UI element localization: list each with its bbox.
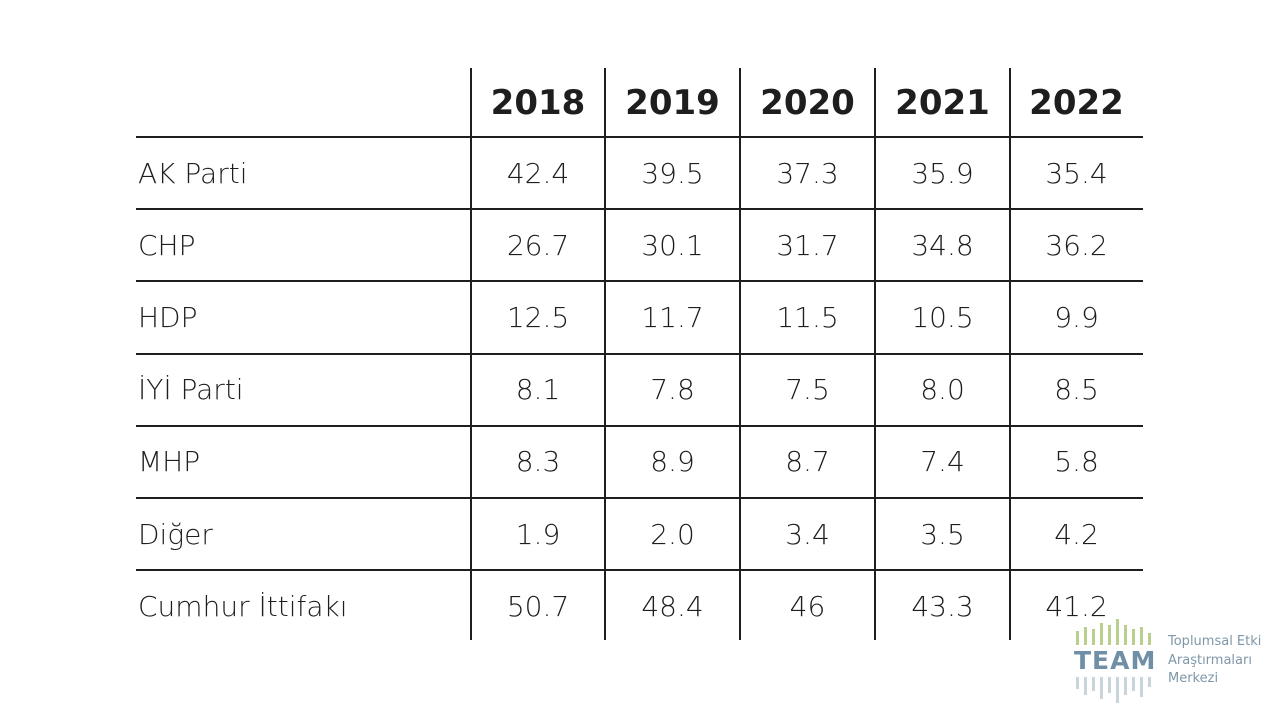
row-line <box>136 136 1143 138</box>
cell-value: 11.7 <box>641 300 704 334</box>
cell-value: 43.3 <box>911 589 974 623</box>
column-line <box>874 68 876 641</box>
cell-value: 11.5 <box>776 300 839 334</box>
row-line <box>136 208 1143 211</box>
row-label: CHP <box>138 228 196 262</box>
cell-value: 10.5 <box>911 300 974 334</box>
cell-value: 12.5 <box>506 300 570 334</box>
column-header: 2019 <box>625 82 720 123</box>
cell-value: 35.9 <box>911 156 974 190</box>
cell-value: 3.4 <box>785 517 830 551</box>
cell-value: 1.9 <box>515 517 561 551</box>
cell-value: 39.5 <box>641 156 704 190</box>
row-label: İYİ Parti <box>138 373 244 407</box>
cell-value: 31.7 <box>776 228 839 262</box>
cell-value: 34.8 <box>911 228 974 262</box>
row-line <box>136 497 1143 499</box>
row-label: AK Parti <box>138 156 248 190</box>
column-header: 2020 <box>760 82 855 123</box>
row-line <box>136 424 1143 427</box>
row-label: MHP <box>138 445 201 479</box>
cell-value: 30.1 <box>641 228 704 262</box>
cell-value: 8.7 <box>785 445 830 479</box>
row-line <box>136 569 1143 572</box>
column-header: 2022 <box>1029 82 1124 123</box>
column-header: 2018 <box>490 82 586 123</box>
cell-value: 48.4 <box>641 589 704 623</box>
cell-value: 8.0 <box>920 373 965 407</box>
cell-value: 8.3 <box>515 445 561 479</box>
cell-value: 42.4 <box>506 156 570 190</box>
column-line <box>470 68 472 641</box>
cell-value: 37.3 <box>776 156 839 190</box>
cell-value: 46 <box>789 589 826 623</box>
cell-value: 35.4 <box>1045 156 1108 190</box>
logo-bars <box>1076 619 1151 703</box>
cell-value: 8.1 <box>515 373 561 407</box>
cell-value: 36.2 <box>1045 228 1108 262</box>
logo-line: Toplumsal Etki <box>1168 634 1262 649</box>
row-label: Diğer <box>138 517 213 551</box>
cell-value: 2.0 <box>650 517 695 551</box>
logo-line: Merkezi <box>1168 671 1219 686</box>
logo-line: Araştırmaları <box>1168 652 1252 668</box>
row-label: HDP <box>138 300 198 334</box>
cell-value: 7.5 <box>785 373 830 407</box>
cell-value: 7.4 <box>920 445 965 479</box>
logo-name: TEAM <box>1074 646 1157 675</box>
row-line <box>136 280 1143 283</box>
cell-value: 8.5 <box>1054 373 1099 407</box>
cell-value: 41.2 <box>1045 589 1108 623</box>
column-line <box>739 68 741 641</box>
cell-value: 8.9 <box>650 445 695 479</box>
cell-value: 26.7 <box>506 228 570 262</box>
row-label: Cumhur İttifakı <box>138 589 348 623</box>
cell-value: 3.5 <box>920 517 965 551</box>
cell-value: 7.8 <box>650 373 695 407</box>
column-header: 2021 <box>895 82 990 123</box>
column-line <box>604 68 606 641</box>
cell-value: 9.9 <box>1054 300 1099 334</box>
cell-value: 4.2 <box>1054 517 1099 551</box>
column-line <box>1009 68 1011 641</box>
cell-value: 50.7 <box>506 589 570 623</box>
row-line <box>136 352 1143 355</box>
cell-value: 5.8 <box>1054 445 1099 479</box>
